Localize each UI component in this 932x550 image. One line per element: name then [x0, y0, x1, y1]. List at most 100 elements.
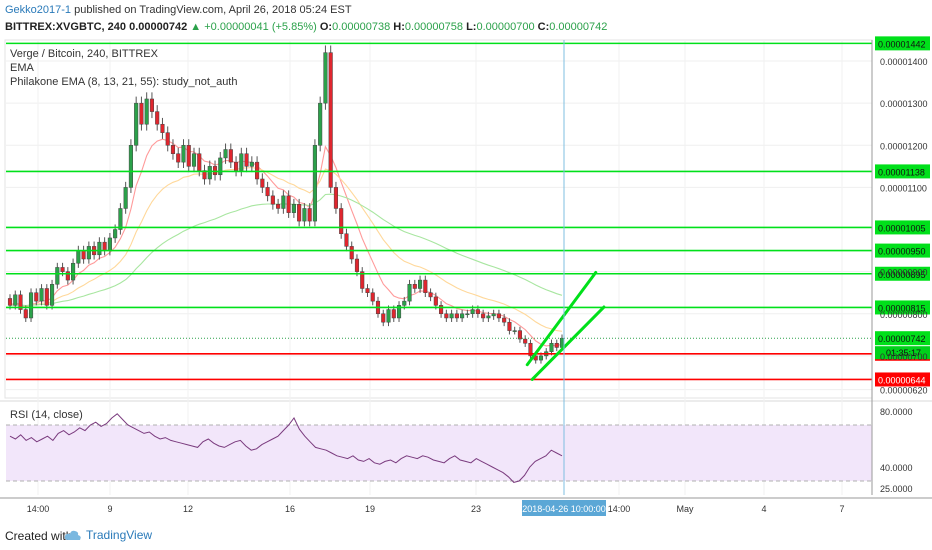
candle-body: [433, 296, 438, 306]
candle-body: [391, 309, 396, 319]
symbol-label: BITTREX:XVGBTC, 240: [5, 21, 127, 33]
candle-body: [155, 111, 160, 125]
candle-body: [412, 284, 417, 289]
candle-body: [218, 157, 223, 176]
candle-body: [486, 315, 491, 319]
candle-body: [86, 246, 91, 260]
ema-line: [9, 193, 563, 307]
candle-body: [423, 279, 428, 293]
candle-body: [23, 309, 28, 319]
candle-body: [339, 208, 344, 234]
candle-body: [370, 292, 375, 302]
candle-body: [381, 313, 386, 323]
level-price-label: 0.00001138: [878, 167, 925, 177]
time-tick-label: 4: [761, 504, 766, 514]
price-tick-label: 0.00000620: [880, 386, 928, 396]
chart-header: Gekko2017-1 published on TradingView.com…: [0, 0, 932, 38]
candle-body: [165, 132, 170, 146]
trend-channel-line: [525, 270, 598, 367]
brand-label: TradingView: [86, 528, 153, 542]
candle-body: [113, 229, 118, 239]
countdown-bg: [875, 346, 930, 360]
level-label-bg: [875, 300, 930, 315]
rsi-band-fill: [6, 425, 872, 481]
time-tick-label: 23: [471, 504, 481, 514]
low-value: 0.00000700: [476, 21, 535, 33]
candle-body: [186, 145, 191, 167]
price-tick-label: 0.00001100: [880, 183, 927, 193]
candlestick-series: [7, 45, 565, 364]
candle-body: [528, 342, 533, 357]
candle-body: [297, 204, 302, 222]
candle-body: [360, 271, 365, 289]
candle-body: [449, 313, 454, 319]
candle-body: [312, 145, 317, 222]
price-change: +0.00000041 (+5.85%): [204, 21, 317, 33]
candle-body: [333, 187, 338, 209]
candle-body: [286, 195, 291, 213]
candle-body: [207, 166, 212, 180]
candle-body: [223, 149, 228, 159]
price-tick-label: 0.00001400: [880, 57, 928, 67]
candle-body: [234, 161, 239, 171]
candle-body: [149, 98, 154, 112]
candle-body: [276, 204, 281, 209]
candle-body: [255, 161, 260, 180]
candle-body: [454, 313, 459, 319]
horizontal-levels: 0.00001442 0.00001138 0.00001005 0.00000950…: [6, 36, 930, 387]
candle-body: [76, 250, 81, 264]
candle-body: [212, 166, 218, 176]
high-value: 0.00000758: [404, 21, 463, 33]
price-tick-label: 0.00001200: [880, 141, 928, 151]
up-arrow-icon: ▲: [190, 21, 202, 33]
time-tick-label: May: [676, 504, 694, 514]
candle-body: [507, 321, 512, 331]
price-chart[interactable]: 0.00001442 0.00001138 0.00001005 0.00000950…: [0, 0, 932, 520]
candle-body: [307, 208, 312, 222]
candle-body: [28, 292, 34, 319]
author-link[interactable]: Gekko2017-1: [5, 4, 72, 16]
chart-overlay: 0.00000742 01:35:17 2018-04-26 10:00:00: [6, 40, 930, 516]
open-label: O:: [319, 21, 333, 33]
candle-body: [512, 330, 517, 332]
candle-body: [439, 305, 444, 315]
candle-body: [81, 250, 86, 260]
candle-body: [418, 279, 423, 289]
time-tick-label: 12: [183, 504, 193, 514]
candle-body: [55, 267, 60, 285]
candle-body: [244, 153, 249, 167]
candle-body: [18, 294, 23, 310]
candle-body: [176, 153, 181, 163]
level-label-bg: [875, 372, 930, 387]
candle-body: [118, 208, 123, 230]
candle-body: [365, 288, 370, 293]
candle-body: [197, 153, 202, 171]
candle-body: [191, 153, 197, 167]
candle-body: [444, 313, 449, 319]
candle-body: [202, 170, 207, 180]
level-price-label: 0.00000895: [878, 270, 926, 280]
level-label-bg: [875, 220, 930, 235]
candle-body: [170, 145, 176, 154]
candle-body: [496, 313, 501, 319]
trend-channel-line: [530, 305, 606, 381]
high-label: H:: [393, 21, 405, 33]
candle-body: [7, 298, 13, 306]
candle-body: [123, 187, 128, 209]
candle-body: [517, 330, 522, 340]
candle-body: [386, 309, 391, 323]
candle-body: [318, 102, 323, 146]
level-price-label: 0.00000815: [878, 303, 926, 313]
candle-body: [549, 342, 554, 352]
candle-body: [402, 300, 407, 306]
candle-body: [354, 258, 360, 272]
level-label-bg: [875, 243, 930, 258]
rsi-tick-label: 25.0000: [880, 484, 913, 494]
ema-line: [9, 166, 563, 332]
last-price: 0.00000742: [129, 21, 188, 33]
time-tick-label: 16: [285, 504, 295, 514]
tradingview-brand[interactable]: TradingView: [64, 528, 152, 542]
candle-body: [128, 145, 133, 188]
candle-body: [139, 102, 144, 125]
candle-body: [71, 262, 76, 281]
